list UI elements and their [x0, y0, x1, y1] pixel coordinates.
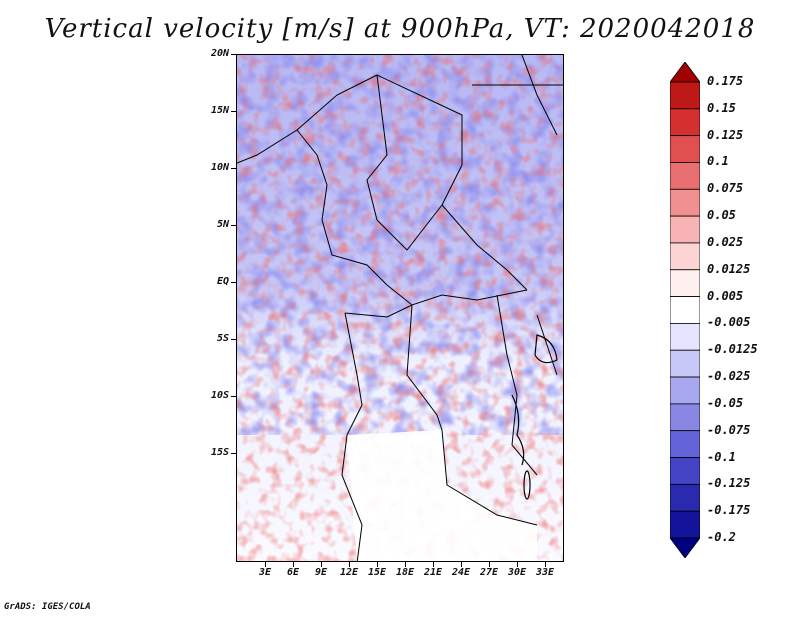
colorbar-label: -0.0125	[707, 342, 758, 357]
lon-tick	[489, 562, 490, 567]
lon-label-27E: 27E	[479, 567, 499, 578]
lon-label-18E: 18E	[395, 567, 415, 578]
lon-label-6E: 6E	[286, 567, 300, 578]
colorbar-segment	[670, 242, 700, 271]
colorbar-label: -0.025	[707, 369, 751, 384]
colorbar-label: -0.005	[707, 315, 751, 330]
lon-label-24E: 24E	[451, 567, 471, 578]
colorbar-segment	[670, 323, 700, 351]
colorbar-label: -0.1	[707, 449, 736, 464]
lat-tick	[231, 54, 236, 55]
colorbar-segment	[670, 376, 700, 405]
lat-tick	[231, 396, 236, 397]
lat-tick	[231, 282, 236, 283]
colorbar-segment	[670, 62, 700, 83]
colorbar-segment	[670, 296, 700, 324]
velocity-field	[237, 55, 563, 561]
colorbar-segment	[670, 162, 700, 190]
lon-label-30E: 30E	[507, 567, 527, 578]
colorbar-label: -0.125	[707, 476, 751, 491]
lat-tick	[231, 339, 236, 340]
colorbar-segment	[670, 188, 700, 217]
chart-title: Vertical velocity [m/s] at 900hPa, VT: 2…	[44, 14, 756, 44]
colorbar-segment	[670, 81, 700, 110]
grads-credit: GrADS: IGES/COLA	[4, 602, 91, 612]
colorbar-segment	[670, 349, 700, 378]
lon-tick	[293, 562, 294, 567]
lat-label-5S: 5S	[216, 333, 229, 344]
lat-label-EQ: EQ	[216, 276, 229, 287]
lon-tick	[461, 562, 462, 567]
lon-label-12E: 12E	[339, 567, 359, 578]
lon-tick	[405, 562, 406, 567]
colorbar-label: -0.175	[707, 503, 751, 518]
map-panel	[236, 54, 564, 562]
colorbar	[670, 62, 700, 558]
lon-label-9E: 9E	[314, 567, 328, 578]
lon-tick	[377, 562, 378, 567]
colorbar-label: 0.125	[707, 127, 744, 142]
lat-tick	[231, 111, 236, 112]
lat-tick	[231, 168, 236, 169]
colorbar-segment	[670, 269, 700, 297]
lon-tick	[321, 562, 322, 567]
lat-label-10N: 10N	[210, 162, 229, 173]
lat-tick	[231, 225, 236, 226]
lon-tick	[433, 562, 434, 567]
lat-tick	[231, 453, 236, 454]
colorbar-segment	[670, 215, 700, 244]
colorbar-segment	[670, 457, 700, 485]
colorbar-segment	[670, 483, 700, 512]
colorbar-segment	[670, 537, 700, 558]
lon-tick	[349, 562, 350, 567]
colorbar-label: -0.05	[707, 395, 744, 410]
colorbar-label: 0.1	[707, 154, 729, 169]
lat-label-15S: 15S	[210, 447, 229, 458]
colorbar-label: 0.15	[707, 100, 736, 115]
colorbar-label: 0.175	[707, 74, 744, 88]
colorbar-segment	[670, 135, 700, 163]
lat-label-15N: 15N	[210, 105, 229, 116]
lon-tick	[545, 562, 546, 567]
colorbar-segment	[670, 108, 700, 137]
colorbar-label: -0.2	[707, 530, 736, 544]
colorbar-label: 0.0125	[707, 261, 751, 276]
lon-label-3E: 3E	[258, 567, 272, 578]
colorbar-segment	[670, 430, 700, 458]
lon-label-15E: 15E	[367, 567, 387, 578]
colorbar-label: 0.05	[707, 208, 736, 223]
colorbar-segment	[670, 510, 700, 539]
lon-label-21E: 21E	[423, 567, 443, 578]
colorbar-label: 0.005	[707, 288, 744, 303]
colorbar-label: 0.025	[707, 234, 744, 249]
colorbar-label: 0.075	[707, 181, 744, 196]
lat-label-10S: 10S	[210, 390, 229, 401]
lat-label-20N: 20N	[210, 48, 229, 59]
colorbar-label: -0.075	[707, 422, 751, 437]
lon-tick	[265, 562, 266, 567]
lat-label-5N: 5N	[216, 219, 229, 230]
colorbar-segment	[670, 403, 700, 432]
lon-label-33E: 33E	[535, 567, 555, 578]
lon-tick	[517, 562, 518, 567]
